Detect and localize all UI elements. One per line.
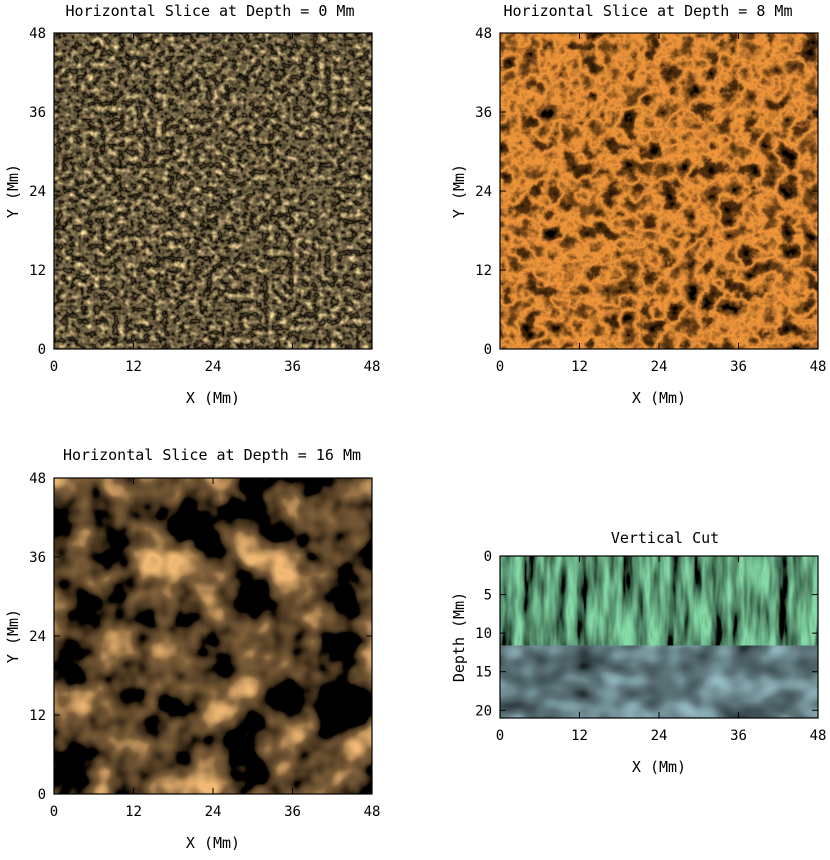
heatmap-image: [54, 33, 372, 349]
y-tick-label: 48: [29, 471, 46, 487]
y-tick-label: 15: [475, 665, 492, 681]
chart-title: Horizontal Slice at Depth = 8 Mm: [504, 2, 793, 20]
x-tick-label: 48: [810, 359, 827, 375]
y-tick-label: 36: [29, 105, 46, 121]
panel-1: Horizontal Slice at Depth = 0 Mm 0 12 24 36 4…: [4, 2, 380, 407]
heatmap-image: [54, 478, 372, 794]
x-axis-label: X (Mm): [632, 389, 686, 407]
chart-title: Vertical Cut: [611, 529, 719, 547]
chart-title: Horizontal Slice at Depth = 0 Mm: [66, 2, 355, 20]
y-tick-label: 36: [29, 550, 46, 566]
x-tick-label: 12: [125, 804, 142, 820]
x-tick-label: 12: [571, 728, 588, 744]
x-tick-label: 0: [496, 359, 504, 375]
y-tick-label: 12: [475, 263, 492, 279]
y-tick-label: 0: [484, 549, 492, 565]
x-tick-label: 0: [50, 359, 58, 375]
y-tick-label: 24: [475, 184, 492, 200]
y-tick-label: 12: [29, 708, 46, 724]
x-axis-label: X (Mm): [632, 758, 686, 776]
x-tick-label: 12: [125, 359, 142, 375]
x-tick-label: 36: [730, 728, 747, 744]
panel-4: Vertical Cut 0 12 24 36 48 0 5 10 15 20 X (Mm) Depth…: [450, 529, 826, 776]
x-tick-label: 36: [284, 804, 301, 820]
x-tick-label: 24: [205, 804, 222, 820]
panel-2: Horizontal Slice at Depth = 8 Mm 0 12 24 36 4…: [450, 2, 826, 407]
heatmap-image: [500, 556, 818, 718]
y-tick-label: 12: [29, 263, 46, 279]
x-tick-label: 24: [651, 359, 668, 375]
x-tick-label: 48: [364, 804, 381, 820]
y-tick-label: 5: [484, 588, 492, 604]
x-tick-label: 48: [810, 728, 827, 744]
y-axis-label: Y (Mm): [450, 164, 468, 218]
x-tick-label: 0: [496, 728, 504, 744]
x-tick-label: 24: [651, 728, 668, 744]
x-tick-label: 0: [50, 804, 58, 820]
y-axis-label: Y (Mm): [4, 164, 22, 218]
y-tick-label: 0: [484, 342, 492, 358]
y-tick-label: 0: [38, 342, 46, 358]
chart-title: Horizontal Slice at Depth = 16 Mm: [63, 446, 361, 464]
y-tick-label: 36: [475, 105, 492, 121]
y-tick-label: 48: [475, 26, 492, 42]
y-axis-label: Y (Mm): [4, 609, 22, 663]
x-tick-label: 36: [730, 359, 747, 375]
x-tick-label: 48: [364, 359, 381, 375]
panel-3: Horizontal Slice at Depth = 16 Mm 0 12 24 36…: [4, 446, 380, 852]
heatmap-image: [500, 33, 818, 349]
y-tick-label: 24: [29, 184, 46, 200]
y-axis-label: Depth (Mm): [450, 592, 468, 682]
x-axis-label: X (Mm): [186, 389, 240, 407]
y-tick-label: 24: [29, 629, 46, 645]
y-tick-label: 0: [38, 787, 46, 803]
y-tick-label: 48: [29, 26, 46, 42]
y-tick-label: 20: [475, 703, 492, 719]
x-tick-label: 36: [284, 359, 301, 375]
x-tick-label: 24: [205, 359, 222, 375]
x-axis-label: X (Mm): [186, 834, 240, 852]
y-tick-label: 10: [475, 626, 492, 642]
x-tick-label: 12: [571, 359, 588, 375]
